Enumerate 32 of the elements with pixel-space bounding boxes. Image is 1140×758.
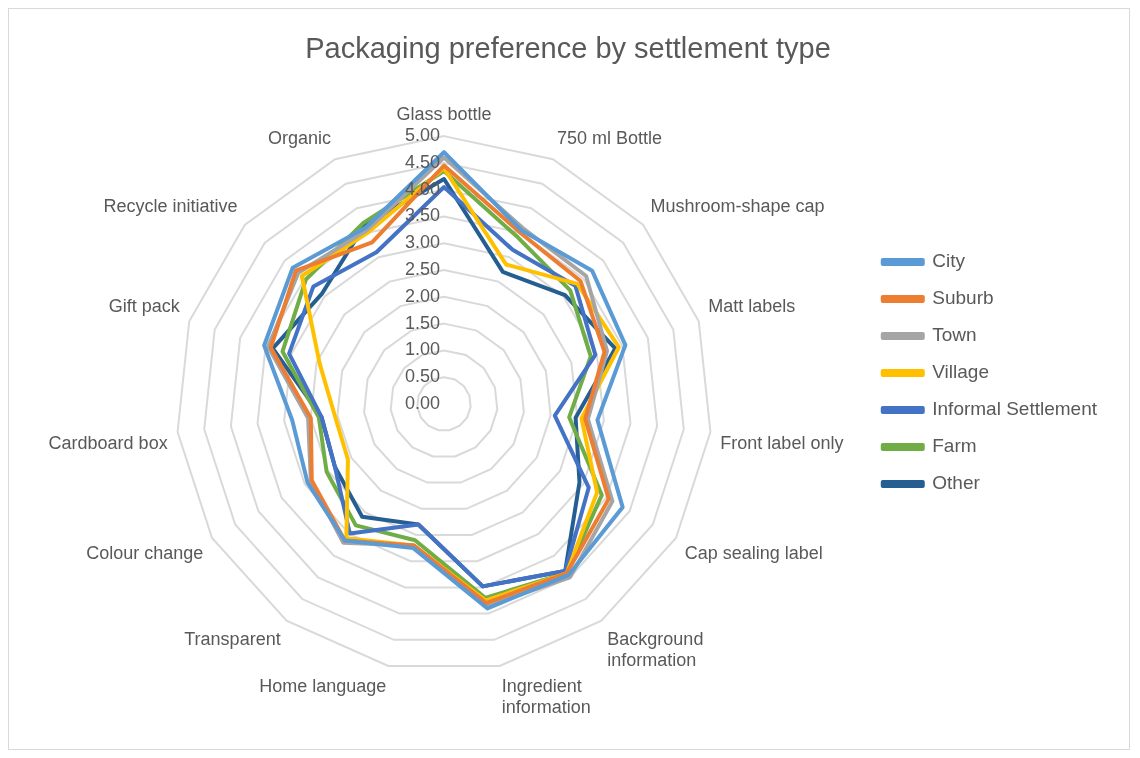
y-tick-label: 1.50 bbox=[404, 312, 440, 333]
spoke-label: Background information bbox=[607, 628, 704, 671]
legend-label: Farm bbox=[932, 435, 977, 457]
spoke-label: Cardboard box bbox=[48, 432, 168, 453]
chart-title: Packaging preference by settlement type bbox=[305, 32, 831, 65]
y-tick-label: 3.00 bbox=[404, 232, 440, 253]
y-tick-label: 4.00 bbox=[404, 178, 440, 199]
spoke-label: Mushroom-shape cap bbox=[650, 196, 825, 217]
spoke-label: Cap sealing label bbox=[684, 542, 823, 563]
spoke-label: Matt labels bbox=[708, 296, 796, 317]
legend-label: Informal Settlement bbox=[932, 398, 1098, 420]
legend-label: City bbox=[932, 250, 966, 272]
y-tick-label: 5.00 bbox=[404, 125, 440, 146]
spoke-label: Organic bbox=[267, 128, 331, 149]
legend-label: Village bbox=[932, 361, 989, 383]
y-tick-label: 0.00 bbox=[404, 392, 440, 413]
spoke-label: Colour change bbox=[86, 542, 204, 563]
legend-label: Town bbox=[932, 324, 977, 346]
spoke-label: Recycle initiative bbox=[103, 196, 238, 217]
spoke-label: 750 ml Bottle bbox=[557, 128, 663, 149]
legend-label: Suburb bbox=[932, 287, 994, 309]
legend-label: Other bbox=[932, 472, 981, 494]
y-tick-label: 2.00 bbox=[404, 285, 440, 306]
spoke-label: Gift pack bbox=[108, 296, 181, 317]
spoke-label: Ingredient information bbox=[501, 675, 591, 718]
spoke-label: Home language bbox=[259, 675, 387, 696]
y-tick-label: 1.00 bbox=[404, 339, 440, 360]
spoke-label: Transparent bbox=[184, 628, 281, 649]
y-tick-label: 2.50 bbox=[404, 259, 440, 280]
spoke-label: Front label only bbox=[720, 432, 844, 453]
spoke-label: Glass bottle bbox=[396, 104, 492, 125]
y-tick-label: 0.50 bbox=[404, 366, 440, 387]
